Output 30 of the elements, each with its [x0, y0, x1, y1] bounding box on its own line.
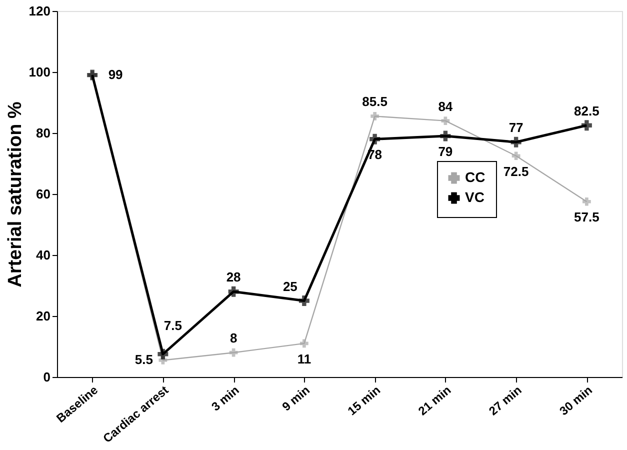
- y-tick-label: 0: [43, 370, 50, 384]
- data-label: 84: [438, 98, 454, 114]
- y-tick-label: 40: [36, 248, 50, 262]
- y-tick-label: 120: [28, 4, 50, 18]
- data-label: 79: [438, 144, 453, 160]
- legend-label: CC: [465, 169, 486, 185]
- y-tick-label: 100: [28, 64, 50, 80]
- data-label: 57.5: [574, 210, 600, 225]
- y-tick-label: 60: [36, 186, 50, 202]
- data-label: 28: [226, 270, 241, 285]
- data-label: 5.5: [134, 352, 153, 368]
- y-axis-title: Arterial saturation %: [4, 101, 26, 288]
- data-label: 7.5: [164, 318, 182, 334]
- x-tick-label: 27 min: [486, 382, 524, 418]
- data-label: 77: [508, 120, 524, 136]
- data-label: 25: [282, 278, 298, 294]
- x-tick-label: 15 min: [344, 382, 384, 418]
- x-tick-label: 21 min: [416, 382, 454, 418]
- data-label: 8: [230, 330, 238, 346]
- data-label: 72.5: [503, 164, 529, 179]
- x-tick-label: 3 min: [208, 382, 242, 414]
- y-tick-label: 20: [36, 308, 50, 324]
- data-label: 99: [108, 67, 123, 82]
- x-tick-label: 30 min: [556, 382, 595, 418]
- y-tick-label: 80: [36, 126, 50, 140]
- x-tick-label: 9 min: [279, 382, 312, 414]
- legend-label: VC: [465, 189, 484, 205]
- data-label: 85.5: [362, 94, 388, 110]
- data-label: 11: [297, 351, 312, 366]
- data-label: 82.5: [574, 103, 600, 118]
